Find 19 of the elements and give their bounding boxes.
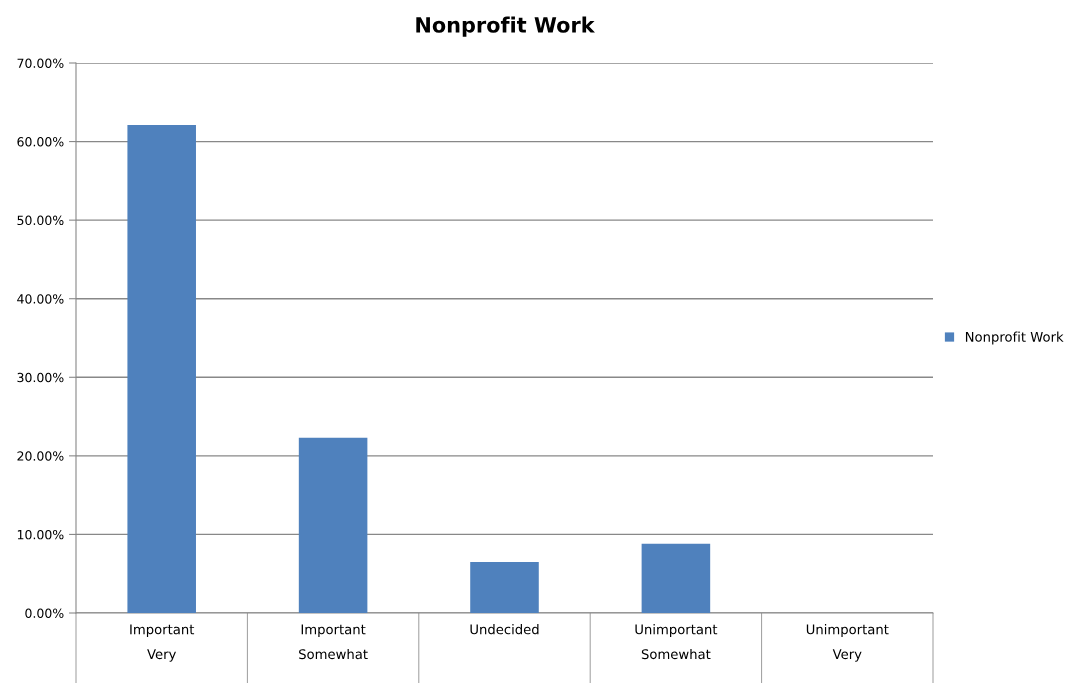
y-tick-label: 50.00% <box>17 215 64 226</box>
bar <box>641 543 711 613</box>
x-tick-label: Undecided <box>470 624 539 635</box>
legend-label: Nonprofit Work <box>965 331 1064 345</box>
y-tick-label: 20.00% <box>17 451 64 461</box>
x-tick-label: Important Very <box>130 624 195 662</box>
x-tick-label: Important Somewhat <box>299 624 368 660</box>
y-tick-label: 60.00% <box>17 137 64 147</box>
y-tick-label: 40.00% <box>17 294 64 304</box>
x-tick-label: Unimportant Somewhat <box>635 624 718 660</box>
y-tick-label: 10.00% <box>17 529 64 540</box>
y-tick-label: 0.00% <box>25 608 64 618</box>
y-tick-label: 30.00% <box>17 372 64 383</box>
y-tick-label: 70.00% <box>17 58 64 68</box>
bar <box>298 437 368 613</box>
bar <box>470 561 539 613</box>
bar <box>127 125 196 613</box>
chart-title: Nonprofit Work <box>416 16 595 37</box>
x-tick-label: Unimportant Very <box>806 624 889 662</box>
